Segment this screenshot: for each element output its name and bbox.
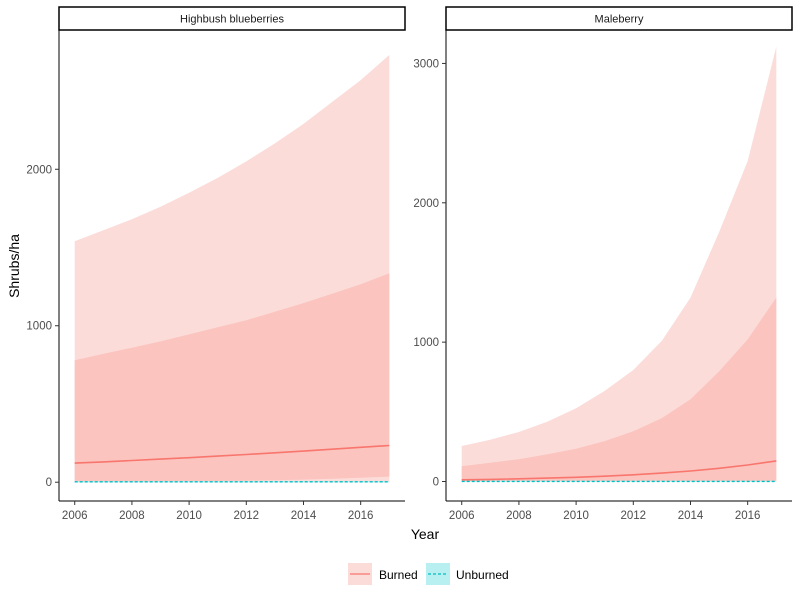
highbush-blueberries-burned-line [74,444,390,464]
x-tick-label: 2010 [176,510,202,522]
x-tick-label: 2010 [563,510,589,522]
y-tick-label: 1000 [413,337,439,349]
y-axis-title: Shrubs/ha [6,234,22,298]
x-tick-label: 2006 [62,510,88,522]
legend-item-burned: Burned [348,563,418,585]
panel-1-title: Highbush blueberries [180,14,284,26]
panel-1-y-ticks: 0 1000 2000 [26,164,59,489]
x-tick-label: 2014 [678,510,704,522]
y-tick-label: 3000 [413,58,439,70]
y-tick-label: 2000 [26,164,52,176]
x-tick-label: 2012 [621,510,647,522]
x-tick-label: 2012 [234,510,260,522]
highbush-blueberries-burned-inner-band [74,273,390,482]
maleberry-burned-outer-band [461,46,777,482]
panel-highbush-blueberries: Highbush blueberries 2006 2008 2010 2012 201… [26,6,406,522]
x-tick-label: 2016 [735,510,761,522]
x-tick-label: 2006 [449,510,475,522]
y-tick-label: 1000 [26,321,52,333]
panel-1-x-ticks: 2006 2008 2010 2012 2014 2016 [62,501,374,522]
x-tick-label: 2016 [348,510,374,522]
x-tick-label: 2014 [291,510,317,522]
panel-1-plot-area [74,55,390,483]
y-tick-label: 2000 [413,198,439,210]
panel-2-x-ticks: 2006 2008 2010 2012 2014 2016 [449,501,761,522]
panel-2-title: Maleberry [595,14,644,26]
y-tick-label: 0 [433,476,439,488]
panel-1-strip [58,6,406,31]
maleberry-burned-inner-band [461,297,777,482]
x-tick-label: 2008 [506,510,532,522]
x-axis-title: Year [411,526,440,542]
x-tick-label: 2008 [119,510,145,522]
panel-2-strip [445,6,793,31]
legend-label-unburned: Unburned [456,568,509,582]
maleberry-burned-line [461,460,777,481]
panel-2-plot-area [461,46,777,483]
legend-item-unburned: Unburned [426,563,509,585]
panel-2-y-ticks: 0 1000 2000 3000 [413,58,446,488]
y-tick-label: 0 [46,477,52,489]
panel-maleberry: Maleberry 2006 2008 2010 2012 2014 2016 0 1000… [413,6,793,522]
legend: Burned Unburned [348,563,509,585]
legend-label-burned: Burned [379,568,418,582]
